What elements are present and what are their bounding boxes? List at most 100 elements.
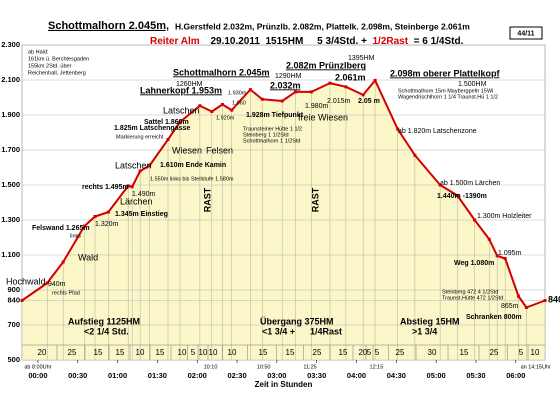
annotation: Schottmalhorn 1 1/2Std [243, 138, 300, 144]
segment-duration: 5 [519, 348, 524, 357]
annotation: 1.300m Holzleiter [477, 213, 532, 220]
annotation: RAST [202, 187, 212, 212]
point-marker [293, 90, 297, 94]
point-marker [20, 299, 24, 302]
annotation: 1.960 [232, 100, 246, 106]
annotation: Schottmalhorn 2.045m [173, 67, 270, 77]
annotation: 865m [501, 303, 519, 310]
y-tick-label: 700 [7, 320, 20, 329]
annotation: Hochwald [6, 276, 46, 286]
profile-line [21, 79, 546, 309]
segment-duration: 15 [156, 348, 165, 357]
annotation: rechts 1.495m [82, 184, 129, 191]
segment-duration: 20 [359, 348, 368, 357]
time-mark: 12:15 [370, 364, 384, 370]
annotation: 1.980m [305, 103, 329, 110]
subtitle-part: = 6 1/4Std. [411, 36, 464, 47]
subtitle-part: 29.10.2011 1515HM 5 3/4Std. + [210, 36, 369, 47]
annotation: 1.928m Tiefpunkt [246, 112, 304, 119]
x-tick-label: 00:00 [28, 371, 47, 380]
annotation: <1 3/4 + [262, 326, 295, 336]
annotation: Markierung erreicht [116, 134, 164, 140]
segment-duration: 15 [286, 348, 295, 357]
annotation: Lahnerkopf 1.953m [140, 85, 222, 95]
point-marker [82, 224, 86, 228]
point-marker [373, 78, 377, 82]
segment-duration: 15 [259, 348, 268, 357]
y-tick-label: 2.100 [1, 75, 20, 84]
point-marker [543, 299, 547, 302]
annotation: >1 3/4 [412, 326, 437, 336]
segment-duration: 10 [531, 348, 540, 357]
y-tick-label: 1.500 [1, 180, 20, 189]
annotation: Abstieg 15HM [400, 316, 460, 326]
annotation: RAST [310, 187, 320, 212]
segment-duration: 10 [178, 348, 187, 357]
annotation: 2.082m Prünzlberg [286, 60, 366, 70]
point-marker [106, 210, 110, 214]
point-marker [361, 93, 365, 97]
annotation: Felsen [206, 145, 233, 155]
time-mark: an 14:15Uhr [521, 364, 551, 370]
x-tick-label: 04:00 [347, 371, 366, 380]
annotation: 2.05 m [358, 98, 380, 105]
point-marker [248, 88, 252, 92]
annotation: 1.490m [132, 191, 156, 198]
x-tick-label: 00:30 [68, 371, 87, 380]
badge-box [509, 26, 543, 40]
point-marker [438, 183, 442, 187]
y-tick-label: 2.300 [1, 40, 20, 49]
annotation: 840 [548, 294, 560, 304]
annotation: Traunst.Hütte 472 1/2Std [442, 295, 503, 301]
note: Reichenhall, Jettenberg [28, 70, 86, 76]
annotation: 2.015m [327, 98, 351, 105]
x-tick-label: 01:30 [148, 371, 167, 380]
segment-duration: 15 [460, 348, 469, 357]
point-marker [220, 103, 224, 106]
annotation: Wald [78, 252, 98, 262]
point-marker [138, 169, 142, 173]
note: 155km 2Std. über [28, 63, 72, 69]
point-marker [61, 260, 65, 264]
x-tick-label: 02:00 [188, 371, 207, 380]
segment-duration: 10 [209, 348, 218, 357]
annotation: Steinberg 472 4 1/2Std [442, 289, 498, 295]
y-tick-label: 1.300 [1, 215, 20, 224]
annotation: rechts Pfad [52, 290, 80, 296]
point-marker [147, 164, 151, 168]
note: ab Haid: [28, 49, 49, 55]
annotation: 1.930m [228, 90, 247, 96]
point-marker [413, 153, 417, 157]
segment-duration: 15 [94, 348, 103, 357]
subtitle-part: Reiter Alm [150, 36, 200, 47]
segment-duration: 10 [199, 348, 208, 357]
annotation: 2.098m oberer Plattelkopf [390, 68, 501, 78]
chart-title-rest: H.Gerstfeld 2.032m, Prünzlb. 2.082m, Pla… [175, 21, 470, 31]
segment-duration: 10 [228, 348, 237, 357]
annotation: 1.500HM [458, 81, 487, 88]
annotation: freie Wiesen [298, 112, 348, 122]
x-tick-label: 01:00 [108, 371, 127, 380]
annotation: 2.032m [270, 80, 301, 90]
annotation: 2.061m [335, 72, 366, 82]
annotation: 1.920m [216, 115, 235, 121]
x-axis-title: Zeit in Stunden [255, 380, 313, 389]
point-marker [524, 306, 528, 309]
point-marker [473, 218, 477, 222]
point-marker [126, 184, 130, 188]
segment-duration: 5 [375, 348, 380, 357]
point-marker [130, 185, 134, 189]
x-tick-label: 03:30 [307, 371, 326, 380]
subtitle: Reiter Alm 29.10.2011 1515HM 5 3/4Std. +… [150, 36, 464, 47]
x-tick-label: 02:30 [227, 371, 246, 380]
annotation: 1290HM [275, 73, 302, 80]
point-marker [503, 257, 507, 260]
annotation: <2 1/4 Std. [84, 326, 129, 336]
y-tick-label: 840 [7, 295, 20, 304]
annotation: 1/4Rast [310, 326, 342, 336]
point-marker [45, 281, 49, 285]
annotation: 1.825m Latschengasse [114, 125, 190, 132]
x-tick-label: 05:30 [466, 371, 485, 380]
time-mark: 11:25 [303, 364, 316, 370]
